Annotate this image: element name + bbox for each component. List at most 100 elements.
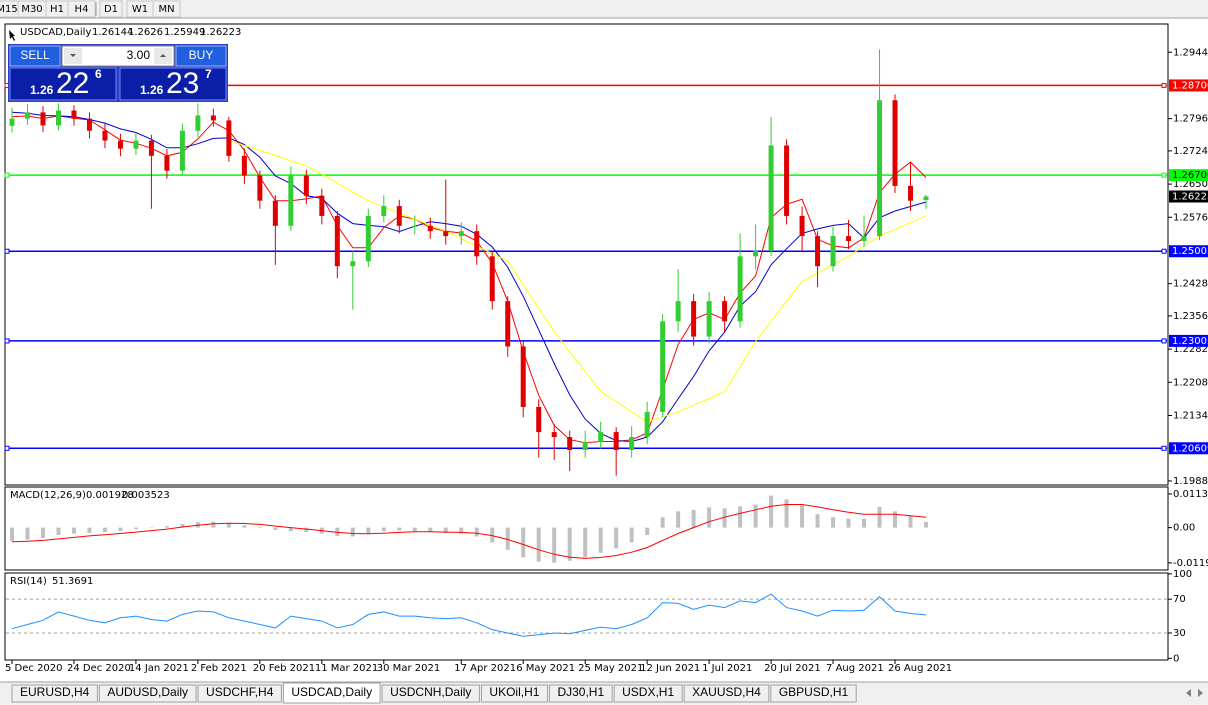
- macd-bar: [412, 527, 417, 532]
- tab[interactable]: [770, 684, 857, 703]
- macd-bar: [660, 517, 665, 528]
- candle-body: [40, 112, 46, 126]
- tab-label[interactable]: DJ30,H1: [557, 685, 604, 699]
- y-tick-label: 1.25760: [1173, 212, 1208, 223]
- timeframe-button[interactable]: [152, 0, 181, 18]
- timeframe-label[interactable]: M30: [21, 4, 42, 15]
- level-label-bg: [1169, 334, 1208, 347]
- candle-body: [489, 256, 495, 302]
- macd-bar: [10, 527, 14, 541]
- y-tick-label: 1.29440: [1173, 47, 1208, 58]
- tab[interactable]: [683, 684, 770, 703]
- tab[interactable]: [11, 684, 98, 703]
- tab-label[interactable]: UKOil,H1: [489, 685, 539, 699]
- macd-bar: [335, 527, 340, 536]
- buy-price-small: 7: [205, 67, 212, 81]
- macd-bar: [552, 527, 557, 563]
- rsi-value: 51.3691: [52, 576, 93, 587]
- level-handle[interactable]: [1161, 172, 1167, 178]
- macd-bar: [645, 527, 650, 536]
- macd-bar: [149, 527, 154, 529]
- macd-bar: [443, 527, 448, 533]
- level-label: 1.20609: [1172, 443, 1208, 454]
- macd-bar: [583, 527, 588, 558]
- sell-price-box[interactable]: [9, 67, 117, 101]
- level-handle[interactable]: [1161, 338, 1167, 344]
- timeframe-label[interactable]: H4: [75, 4, 89, 15]
- candle-body: [24, 112, 30, 119]
- macd-bar: [242, 525, 247, 528]
- tab[interactable]: [548, 684, 613, 703]
- macd-bar: [893, 511, 898, 528]
- tab-label[interactable]: USDX,H1: [622, 685, 674, 699]
- buy-price-box[interactable]: [119, 67, 227, 101]
- volume-input[interactable]: [61, 45, 175, 67]
- timeframe-label[interactable]: MN: [158, 4, 174, 15]
- sell-button[interactable]: [9, 45, 61, 67]
- candle-body: [288, 175, 294, 226]
- x-tick-label: 25 May 2021: [578, 663, 643, 674]
- candle-body: [567, 437, 573, 451]
- level-handle[interactable]: [1161, 248, 1167, 254]
- sell-label[interactable]: SELL: [20, 48, 50, 62]
- buy-price-prefix: 1.26: [140, 83, 164, 97]
- level-handle[interactable]: [4, 445, 10, 451]
- tab[interactable]: [613, 684, 683, 703]
- candle-body: [195, 115, 201, 131]
- timeframe-label[interactable]: W1: [132, 4, 148, 15]
- macd-bar: [164, 526, 169, 528]
- macd-bar: [862, 518, 867, 528]
- buy-label[interactable]: BUY: [189, 48, 214, 62]
- macd-bar: [598, 527, 603, 553]
- candle-body: [474, 231, 480, 257]
- tab[interactable]: [197, 684, 282, 703]
- macd-bar: [56, 527, 61, 536]
- level-handle[interactable]: [1161, 445, 1167, 451]
- macd-bar: [521, 527, 526, 558]
- level-handle[interactable]: [4, 172, 10, 178]
- tab-label[interactable]: USDCHF,H4: [206, 685, 274, 699]
- macd-bar: [490, 527, 495, 543]
- tab[interactable]: [98, 684, 197, 703]
- tab-label[interactable]: EURUSD,H4: [20, 685, 90, 699]
- candle-body: [908, 185, 914, 201]
- macd-bar: [738, 506, 743, 528]
- candle-body: [830, 236, 836, 267]
- tab-label[interactable]: USDCNH,Daily: [390, 685, 471, 699]
- candle-body: [412, 225, 418, 227]
- macd-bar: [102, 527, 107, 533]
- tab-label[interactable]: GBPUSD,H1: [779, 685, 849, 699]
- macd-bar: [707, 507, 712, 528]
- candle-body: [520, 346, 526, 407]
- candle-body: [396, 206, 402, 226]
- level-handle[interactable]: [4, 338, 10, 344]
- moving-average: [11, 115, 927, 444]
- candle-body: [675, 301, 681, 322]
- candle-body: [102, 130, 108, 141]
- tab[interactable]: [480, 684, 548, 703]
- timeframe-button[interactable]: [67, 0, 96, 18]
- timeframe-label[interactable]: D1: [104, 4, 118, 15]
- level-handle[interactable]: [1161, 82, 1167, 88]
- buy-button[interactable]: [175, 45, 227, 67]
- macd-bar: [924, 521, 928, 528]
- tab-label[interactable]: AUDUSD,Daily: [107, 685, 188, 699]
- x-tick-label: 20 Feb 2021: [253, 663, 315, 674]
- tab-label[interactable]: XAUUSD,H4: [692, 685, 761, 699]
- macd-bar: [459, 527, 464, 534]
- tab[interactable]: [282, 682, 381, 704]
- tab[interactable]: [381, 684, 480, 703]
- timeframe-label[interactable]: H1: [50, 4, 64, 15]
- timeframe-button[interactable]: [99, 0, 123, 18]
- level-handle[interactable]: [4, 248, 10, 254]
- tab-label[interactable]: USDCAD,Daily: [291, 685, 372, 699]
- volume-value[interactable]: 3.00: [127, 48, 151, 62]
- macd-bar: [831, 517, 836, 528]
- tab-scroll-arrows[interactable]: [1186, 689, 1203, 697]
- y-tick-label: 1.22080: [1173, 377, 1208, 388]
- timeframe-label[interactable]: M15: [0, 4, 18, 15]
- x-tick-label: 11 Mar 2021: [315, 663, 378, 674]
- macd-bar: [769, 495, 774, 528]
- macd-bar: [428, 527, 433, 533]
- x-tick-label: 14 Jan 2021: [129, 663, 189, 674]
